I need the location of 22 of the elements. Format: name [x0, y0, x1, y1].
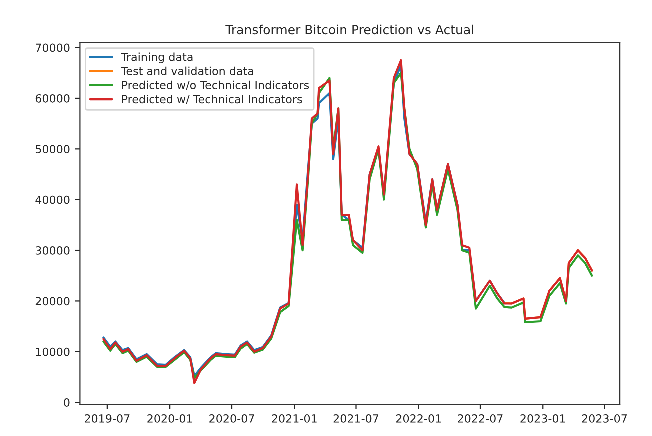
legend-label: Predicted w/ Technical Indicators [122, 94, 302, 104]
chart-title: Transformer Bitcoin Prediction vs Actual [226, 24, 474, 35]
y-tick-label: 60000 [36, 94, 70, 103]
y-tick-label: 50000 [36, 145, 70, 154]
y-tick-label: 0 [64, 398, 70, 407]
x-tick-label: 2023-01 [520, 414, 566, 423]
x-tick-label: 2022-01 [396, 414, 442, 423]
x-tick-label: 2020-01 [148, 414, 192, 423]
x-tick-label: 2020-07 [210, 414, 254, 423]
y-tick-label: 10000 [36, 348, 70, 356]
x-tick-label: 2023-07 [582, 414, 627, 423]
x-tick-label: 2022-07 [458, 414, 503, 423]
legend-label: Training data [121, 52, 193, 64]
x-tick-label: 2019-07 [85, 414, 130, 423]
y-tick-label: 30000 [36, 246, 70, 255]
x-tick-label: 2021-01 [272, 414, 317, 423]
y-tick-label: 40000 [36, 196, 70, 204]
legend-label: Test and validation data [121, 66, 254, 76]
legend-label: Predicted w/o Technical Indicators [122, 80, 310, 90]
y-tick-label: 70000 [36, 44, 70, 52]
y-tick-label: 20000 [36, 297, 70, 306]
x-tick-label: 2021-07 [334, 414, 379, 423]
